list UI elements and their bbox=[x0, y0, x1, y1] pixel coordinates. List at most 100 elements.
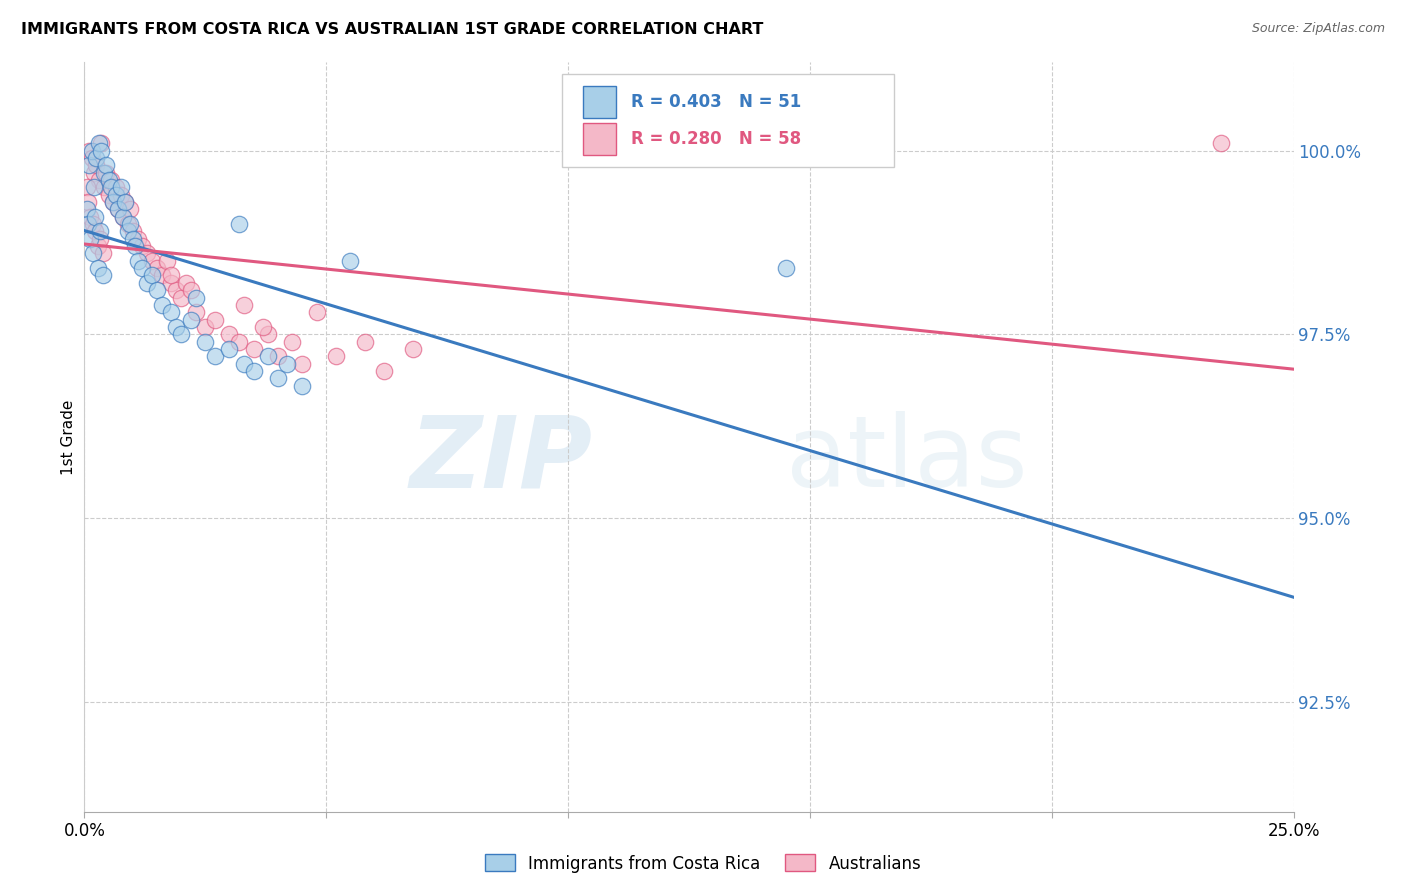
Point bbox=[257, 349, 280, 363]
Point bbox=[76, 180, 98, 194]
Point bbox=[174, 276, 197, 290]
Point bbox=[77, 194, 100, 209]
Point bbox=[242, 342, 264, 356]
Point bbox=[114, 194, 136, 209]
Point bbox=[79, 232, 101, 246]
Point bbox=[110, 180, 132, 194]
Point bbox=[87, 173, 110, 187]
Point bbox=[354, 334, 377, 349]
Point bbox=[281, 334, 304, 349]
Point bbox=[184, 305, 207, 319]
Point bbox=[94, 158, 117, 172]
Point bbox=[146, 261, 169, 276]
Point bbox=[94, 166, 117, 180]
Point bbox=[136, 276, 159, 290]
Point bbox=[291, 378, 314, 392]
Point bbox=[90, 136, 112, 151]
Text: R = 0.403   N = 51: R = 0.403 N = 51 bbox=[631, 93, 801, 112]
Point bbox=[267, 349, 290, 363]
Legend: Immigrants from Costa Rica, Australians: Immigrants from Costa Rica, Australians bbox=[478, 847, 928, 880]
Point bbox=[97, 173, 120, 187]
Point bbox=[93, 180, 115, 194]
Point bbox=[87, 261, 110, 276]
Point bbox=[150, 298, 173, 312]
Point bbox=[160, 276, 183, 290]
Point bbox=[77, 144, 100, 158]
Point bbox=[165, 283, 187, 297]
Point bbox=[86, 158, 108, 172]
Point bbox=[77, 158, 100, 172]
Point bbox=[1209, 136, 1232, 151]
Point bbox=[218, 327, 240, 342]
Point bbox=[80, 151, 103, 165]
Point bbox=[373, 364, 395, 378]
Point bbox=[267, 371, 290, 385]
Point bbox=[233, 298, 256, 312]
Point bbox=[91, 246, 114, 260]
Point bbox=[91, 268, 114, 283]
Point bbox=[90, 144, 112, 158]
Point bbox=[103, 194, 125, 209]
Point bbox=[170, 327, 193, 342]
Point bbox=[170, 291, 193, 305]
Point bbox=[104, 180, 127, 194]
Point bbox=[86, 151, 108, 165]
Point bbox=[107, 202, 129, 217]
Point bbox=[204, 312, 226, 326]
Point bbox=[194, 319, 217, 334]
Point bbox=[84, 224, 107, 238]
Point bbox=[180, 283, 202, 297]
Point bbox=[194, 334, 217, 349]
Point bbox=[257, 327, 280, 342]
Point bbox=[131, 261, 153, 276]
Point bbox=[83, 166, 105, 180]
Point bbox=[112, 210, 135, 224]
FancyBboxPatch shape bbox=[582, 87, 616, 118]
Point bbox=[80, 144, 103, 158]
FancyBboxPatch shape bbox=[582, 123, 616, 154]
Point bbox=[82, 246, 104, 260]
Text: Source: ZipAtlas.com: Source: ZipAtlas.com bbox=[1251, 22, 1385, 36]
Point bbox=[120, 202, 142, 217]
Point bbox=[100, 173, 122, 187]
FancyBboxPatch shape bbox=[562, 74, 894, 168]
Point bbox=[82, 217, 104, 231]
Point bbox=[120, 217, 142, 231]
Point bbox=[150, 268, 173, 283]
Point bbox=[325, 349, 347, 363]
Point bbox=[76, 202, 98, 217]
Point bbox=[104, 187, 127, 202]
Point bbox=[89, 232, 111, 246]
Point bbox=[117, 224, 139, 238]
Point bbox=[87, 239, 110, 253]
Point bbox=[204, 349, 226, 363]
Point bbox=[180, 312, 202, 326]
Text: IMMIGRANTS FROM COSTA RICA VS AUSTRALIAN 1ST GRADE CORRELATION CHART: IMMIGRANTS FROM COSTA RICA VS AUSTRALIAN… bbox=[21, 22, 763, 37]
Point bbox=[83, 180, 105, 194]
Point bbox=[184, 291, 207, 305]
Point bbox=[402, 342, 425, 356]
Point bbox=[233, 357, 256, 371]
Text: atlas: atlas bbox=[786, 411, 1028, 508]
Point bbox=[127, 253, 149, 268]
Point bbox=[121, 232, 143, 246]
Text: ZIP: ZIP bbox=[409, 411, 592, 508]
Point bbox=[141, 253, 163, 268]
Point bbox=[160, 305, 183, 319]
Point bbox=[84, 210, 107, 224]
Point bbox=[117, 217, 139, 231]
Point bbox=[136, 246, 159, 260]
Point bbox=[97, 187, 120, 202]
Point bbox=[276, 357, 298, 371]
Point bbox=[110, 187, 132, 202]
Point bbox=[218, 342, 240, 356]
Point bbox=[112, 210, 135, 224]
Point bbox=[252, 319, 274, 334]
Point bbox=[87, 136, 110, 151]
Point bbox=[127, 232, 149, 246]
Point bbox=[100, 180, 122, 194]
Y-axis label: 1st Grade: 1st Grade bbox=[60, 400, 76, 475]
Point bbox=[103, 194, 125, 209]
Point bbox=[165, 319, 187, 334]
Point bbox=[291, 357, 314, 371]
